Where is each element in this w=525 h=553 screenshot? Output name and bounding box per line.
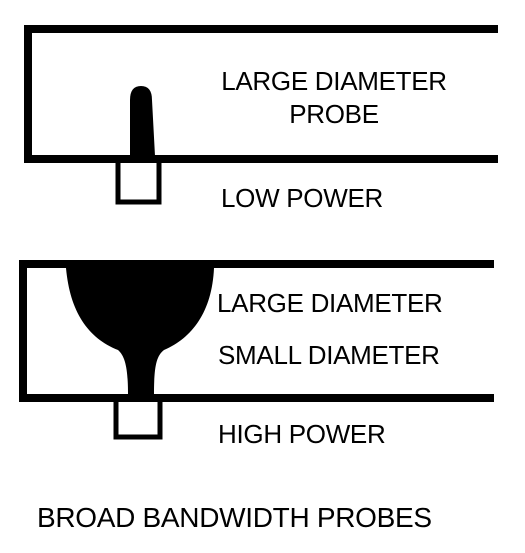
- bottom-waveguide-wall: [19, 260, 494, 402]
- top-probe-label-line2: PROBE: [289, 99, 379, 129]
- bottom-waveguide: [19, 260, 494, 440]
- large-diameter-label: LARGE DIAMETER: [217, 288, 443, 318]
- diagram-caption: BROAD BANDWIDTH PROBES: [37, 502, 432, 533]
- funnel-probe: [66, 268, 214, 394]
- small-diameter-label: SMALL DIAMETER: [218, 340, 440, 370]
- top-connector: [115, 162, 162, 205]
- low-power-label: LOW POWER: [221, 183, 383, 213]
- thin-probe: [130, 86, 155, 156]
- top-waveguide-wall: [24, 25, 498, 163]
- top-waveguide: [24, 25, 498, 205]
- bottom-connector: [113, 401, 163, 440]
- high-power-label: HIGH POWER: [218, 419, 386, 449]
- top-probe-label-line1: LARGE DIAMETER: [221, 66, 447, 96]
